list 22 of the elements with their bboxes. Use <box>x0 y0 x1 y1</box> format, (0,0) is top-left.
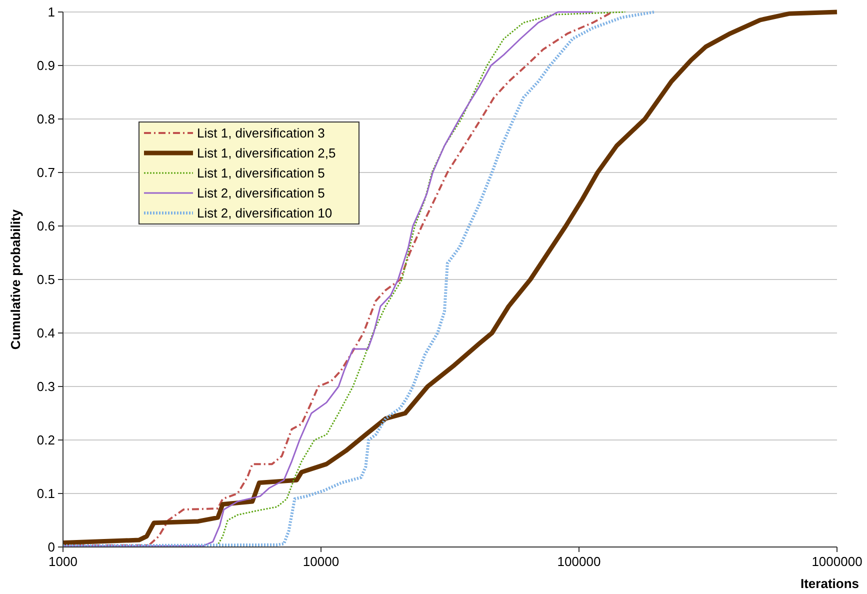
legend-label: List 1, diversification 2,5 <box>197 146 336 161</box>
y-tick-label: 0 <box>48 540 55 555</box>
legend-label: List 2, diversification 10 <box>197 206 332 221</box>
y-axis-title: Cumulative probability <box>8 208 23 350</box>
x-axis-title: Iterations <box>800 576 859 591</box>
y-tick-label: 0.7 <box>36 165 55 180</box>
x-tick-label: 10000 <box>302 554 340 569</box>
y-tick-label: 0.4 <box>36 326 55 341</box>
y-tick-label: 0.2 <box>36 432 55 448</box>
legend-label: List 1, diversification 3 <box>197 126 325 141</box>
legend-label: List 2, diversification 5 <box>197 186 325 201</box>
y-tick-label: 0.5 <box>36 272 55 288</box>
legend-label: List 1, diversification 5 <box>197 166 325 181</box>
y-tick-label: 1 <box>48 4 55 20</box>
y-tick-label: 0.9 <box>36 58 55 74</box>
y-tick-label: 0.6 <box>36 218 55 234</box>
y-tick-label: 0.8 <box>36 112 55 127</box>
y-tick-label: 0.3 <box>36 379 55 394</box>
y-tick-label: 0.1 <box>36 486 55 502</box>
x-tick-label: 100000 <box>557 554 601 569</box>
x-tick-label: 1000 <box>48 554 78 569</box>
x-tick-label: 1000000 <box>812 554 862 569</box>
